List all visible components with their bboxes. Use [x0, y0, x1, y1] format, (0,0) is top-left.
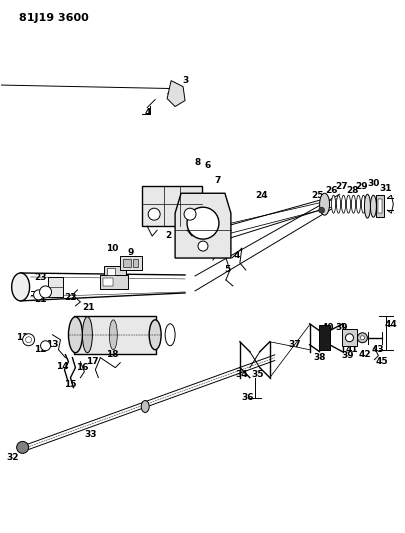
Text: 39: 39 [340, 351, 353, 360]
Ellipse shape [165, 324, 175, 346]
Text: 33: 33 [84, 430, 96, 439]
FancyBboxPatch shape [74, 316, 156, 354]
Text: 44: 44 [384, 320, 397, 329]
Text: 45: 45 [374, 357, 387, 366]
Circle shape [318, 207, 324, 213]
Polygon shape [175, 193, 230, 258]
Circle shape [198, 241, 207, 251]
Text: 1: 1 [145, 217, 151, 227]
Polygon shape [142, 186, 202, 226]
Text: 19: 19 [149, 335, 161, 344]
Bar [120, 256, 142, 270]
Bar [104, 266, 126, 277]
Circle shape [356, 333, 367, 343]
Text: 25: 25 [311, 191, 323, 200]
Circle shape [23, 334, 34, 346]
Bar [103, 278, 113, 286]
Bar [123, 259, 131, 267]
Circle shape [148, 208, 160, 220]
Text: 4: 4 [145, 108, 151, 117]
Text: 37: 37 [288, 340, 300, 349]
Text: 27: 27 [335, 182, 347, 191]
Text: 34: 34 [235, 370, 247, 379]
Text: 10: 10 [106, 244, 118, 253]
Text: 42: 42 [357, 350, 370, 359]
Text: 7: 7 [214, 176, 221, 185]
Bar [107, 268, 115, 275]
Ellipse shape [12, 273, 30, 301]
Text: 30: 30 [367, 179, 379, 188]
Circle shape [345, 334, 353, 342]
Text: 5: 5 [223, 265, 230, 274]
Ellipse shape [336, 195, 340, 213]
Text: 3: 3 [181, 76, 188, 85]
Ellipse shape [356, 195, 360, 213]
Text: 11: 11 [16, 333, 29, 342]
Ellipse shape [68, 317, 82, 353]
Text: 22: 22 [64, 293, 77, 302]
Circle shape [26, 337, 32, 343]
Text: 28: 28 [345, 186, 358, 195]
Text: 29: 29 [354, 182, 367, 191]
FancyBboxPatch shape [318, 325, 329, 350]
Text: 35: 35 [251, 370, 263, 379]
Bar [100, 275, 128, 289]
Circle shape [34, 290, 43, 300]
Ellipse shape [331, 195, 335, 213]
Bar [377, 199, 382, 213]
Circle shape [360, 336, 364, 340]
Bar [375, 195, 384, 217]
Text: 39: 39 [335, 324, 347, 332]
Text: 21: 21 [34, 295, 47, 304]
Circle shape [17, 441, 28, 454]
Text: 9: 9 [127, 247, 133, 256]
Text: 81J19 3600: 81J19 3600 [19, 13, 88, 23]
Ellipse shape [109, 320, 117, 350]
Ellipse shape [82, 317, 92, 353]
Text: 14: 14 [56, 362, 68, 371]
Polygon shape [167, 80, 185, 107]
Text: 40: 40 [320, 324, 333, 332]
Text: 15: 15 [64, 380, 77, 389]
Ellipse shape [360, 195, 364, 213]
Text: 32: 32 [6, 453, 19, 462]
Ellipse shape [369, 195, 375, 217]
Text: 2: 2 [164, 231, 171, 240]
FancyBboxPatch shape [341, 329, 356, 346]
Text: 4: 4 [233, 251, 239, 260]
Text: 8: 8 [194, 158, 200, 167]
Ellipse shape [364, 194, 369, 218]
Text: 21: 21 [82, 303, 94, 312]
Text: 18: 18 [106, 350, 118, 359]
Ellipse shape [341, 195, 345, 213]
Text: 20: 20 [106, 268, 118, 277]
Text: 24: 24 [255, 191, 267, 200]
Ellipse shape [319, 193, 329, 215]
Bar [47, 277, 63, 297]
Text: 31: 31 [378, 184, 391, 193]
Circle shape [39, 286, 51, 298]
Circle shape [187, 207, 218, 239]
Text: 26: 26 [324, 186, 337, 195]
Text: 36: 36 [241, 393, 254, 402]
Text: 38: 38 [313, 353, 325, 362]
Ellipse shape [345, 195, 350, 213]
Text: 16: 16 [76, 363, 88, 372]
Text: 43: 43 [370, 345, 383, 354]
Text: 6: 6 [205, 161, 211, 170]
Text: 13: 13 [46, 340, 59, 349]
Text: 41: 41 [344, 345, 357, 354]
Text: 17: 17 [86, 357, 98, 366]
Text: 12: 12 [34, 345, 47, 354]
Circle shape [183, 208, 196, 220]
Circle shape [40, 341, 50, 351]
Text: 23: 23 [34, 273, 47, 282]
Ellipse shape [141, 400, 149, 413]
Ellipse shape [149, 320, 161, 350]
Bar [133, 259, 138, 267]
Ellipse shape [351, 195, 355, 213]
